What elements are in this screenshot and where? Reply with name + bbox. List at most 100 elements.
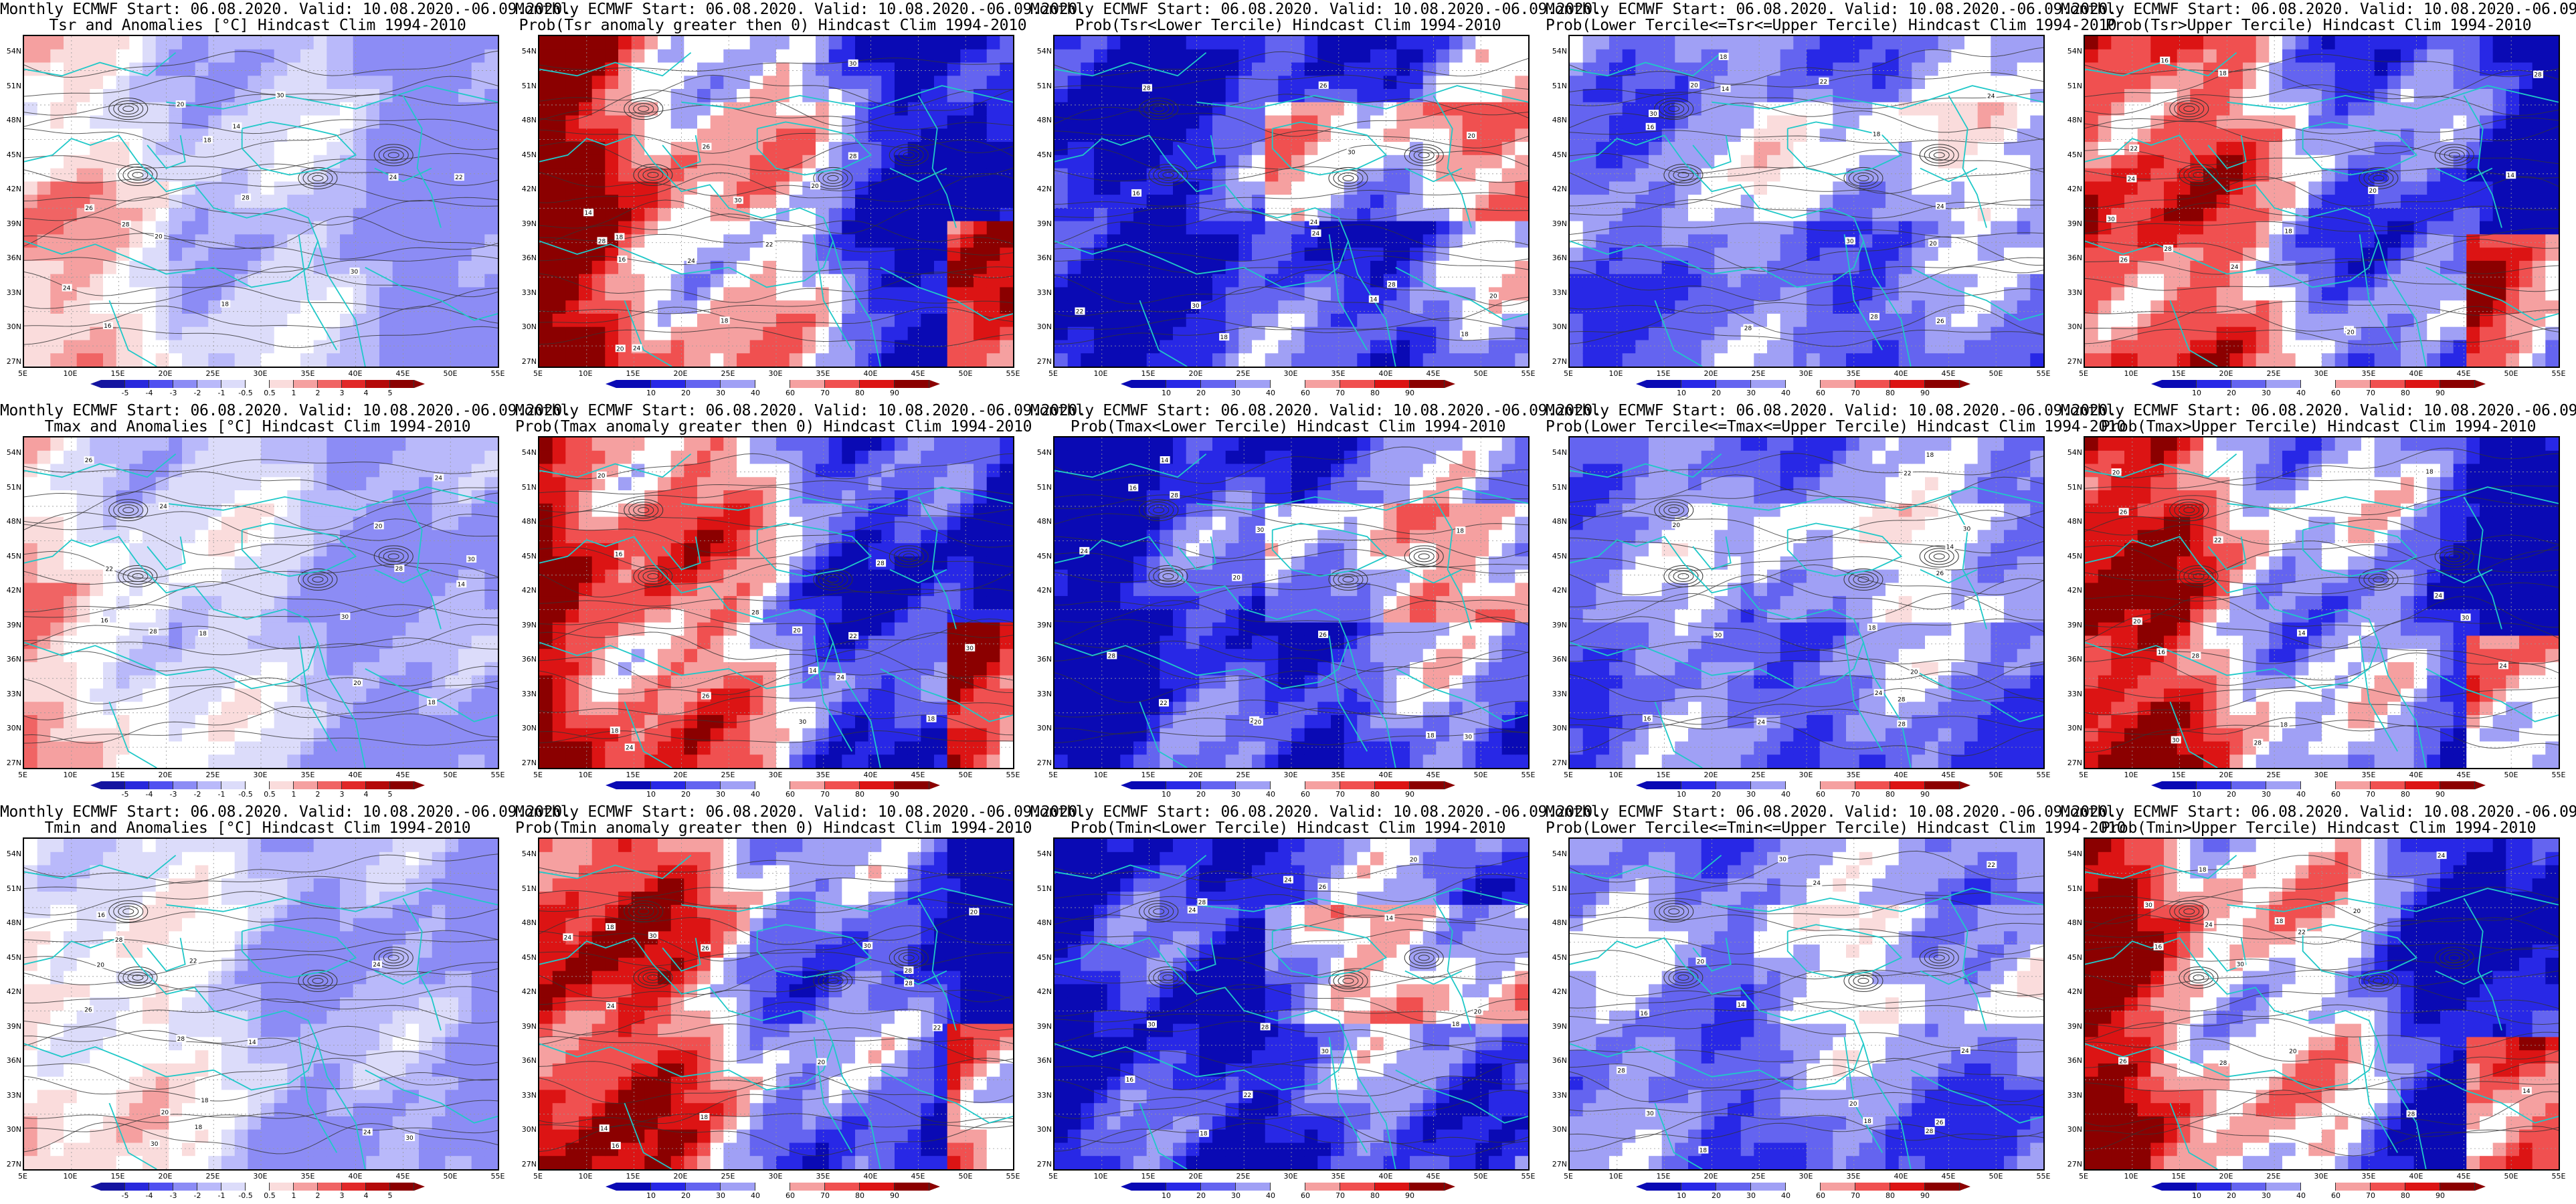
- field-cell: [2098, 142, 2112, 156]
- field-cell: [1675, 142, 1689, 156]
- field-cell: [64, 142, 78, 156]
- colorbar-swatch: [790, 380, 825, 388]
- field-cell: [2453, 300, 2467, 314]
- field-cell: [327, 274, 341, 288]
- field-cell: [1622, 326, 1636, 341]
- field-cell: [828, 49, 842, 64]
- field-cell: [579, 168, 593, 182]
- field-cell: [1094, 89, 1108, 103]
- colorbar-tick-label: 2: [315, 389, 320, 397]
- field-cell: [565, 314, 579, 328]
- field-cell: [1331, 247, 1345, 262]
- field-cell: [974, 36, 988, 50]
- field-cell: [2387, 36, 2401, 50]
- field-cell: [313, 353, 327, 367]
- field-cell: [591, 89, 606, 103]
- field-cell: [1462, 260, 1476, 275]
- field-cell: [605, 102, 619, 116]
- field-cell: [934, 128, 948, 142]
- field-cell: [327, 234, 341, 248]
- field-cell: [670, 221, 684, 235]
- field-cell: [591, 274, 606, 288]
- field-cell: [855, 234, 869, 248]
- field-cell: [1225, 76, 1239, 90]
- field-cell: [2545, 287, 2559, 301]
- field-cell: [2466, 353, 2480, 367]
- field-cell: [208, 102, 222, 116]
- field-cell: [1872, 195, 1886, 209]
- field-cell: [2216, 195, 2230, 209]
- field-cell: [776, 76, 790, 90]
- field-cell: [907, 353, 921, 367]
- field-cell: [2440, 326, 2454, 341]
- field-cell: [1317, 260, 1331, 275]
- field-cell: [737, 128, 751, 142]
- field-cell: [169, 287, 183, 301]
- colorbar-swatch: [1716, 380, 1751, 388]
- coastline: [1328, 234, 1368, 350]
- field-cell: [789, 102, 803, 116]
- colorbar-min-arrow: [90, 380, 101, 388]
- field-cell: [392, 181, 406, 195]
- field-cell: [1885, 207, 1900, 222]
- field-cell: [1701, 274, 1715, 288]
- field-cell: [2269, 128, 2283, 142]
- field-cell: [539, 89, 553, 103]
- field-cell: [1501, 142, 1515, 156]
- field-cell: [947, 274, 961, 288]
- field-cell: [1173, 247, 1187, 262]
- field-cell: [1596, 155, 1610, 169]
- field-cell: [605, 207, 619, 222]
- field-cell: [2413, 128, 2427, 142]
- field-cell: [1661, 326, 1675, 341]
- field-cell: [1357, 207, 1371, 222]
- field-cell: [670, 36, 684, 50]
- field-cell: [1582, 195, 1596, 209]
- field-cell: [2322, 128, 2336, 142]
- field-cell: [2085, 195, 2099, 209]
- field-cell: [1951, 287, 1965, 301]
- field-cell: [1925, 247, 1939, 262]
- field-cell: [1278, 247, 1292, 262]
- field-cell: [2295, 207, 2309, 222]
- field-cell: [2269, 353, 2283, 367]
- field-cell: [76, 221, 90, 235]
- field-cell: [2164, 195, 2178, 209]
- field-cell: [789, 36, 803, 50]
- field-cell: [432, 128, 446, 142]
- field-cell: [432, 195, 446, 209]
- field-cell: [1925, 62, 1939, 76]
- field-cell: [2017, 49, 2031, 64]
- field-cell: [1649, 353, 1663, 367]
- field-cell: [921, 155, 935, 169]
- field-cell: [855, 76, 869, 90]
- field-cell: [1635, 274, 1649, 288]
- colorbar-max-arrow: [414, 380, 425, 388]
- field-cell: [1964, 340, 1979, 354]
- field-cell: [143, 234, 157, 248]
- field-cell: [2466, 247, 2480, 262]
- field-cell: [1489, 274, 1503, 288]
- field-cell: [221, 247, 236, 262]
- field-cell: [313, 49, 327, 64]
- field-cell: [169, 76, 183, 90]
- field-cell: [1067, 353, 1081, 367]
- field-cell: [789, 326, 803, 341]
- field-cell: [1661, 128, 1675, 142]
- field-cell: [1501, 155, 1515, 169]
- field-cell: [1317, 102, 1331, 116]
- field-cell: [432, 314, 446, 328]
- field-cell: [2519, 62, 2533, 76]
- field-cell: [2308, 181, 2322, 195]
- field-cell: [1133, 142, 1147, 156]
- coastline: [1054, 240, 1349, 288]
- field-cell: [1489, 128, 1503, 142]
- field-cell: [1357, 89, 1371, 103]
- field-cell: [1107, 221, 1121, 235]
- field-cell: [300, 128, 314, 142]
- coastline: [880, 267, 1013, 321]
- field-cell: [1833, 247, 1847, 262]
- field-cell: [1570, 287, 1584, 301]
- field-cell: [658, 221, 672, 235]
- field-cell: [2453, 181, 2467, 195]
